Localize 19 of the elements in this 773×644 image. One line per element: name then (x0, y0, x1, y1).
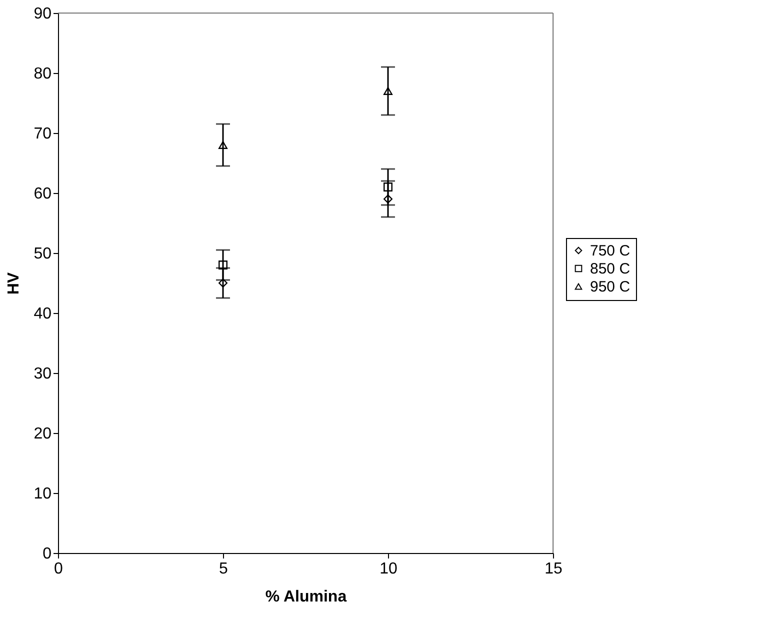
x-tick-label: 15 (544, 560, 562, 578)
x-tick-label: 5 (219, 560, 228, 578)
x-tick-label: 0 (54, 560, 64, 578)
y-tick-label: 70 (34, 126, 52, 142)
legend-label: 950 C (590, 278, 630, 296)
y-tick-label: 0 (42, 546, 52, 562)
x-axis-title: % Alumina (265, 588, 347, 606)
x-tick-label: 10 (380, 560, 398, 578)
y-tick-label: 40 (34, 306, 52, 322)
y-tick-label: 10 (34, 486, 52, 502)
y-tick-label: 20 (34, 426, 52, 442)
y-tick-label: 50 (34, 246, 52, 262)
y-tick-label: 30 (34, 366, 52, 382)
y-tick-label: 80 (34, 66, 52, 82)
legend-label: 850 C (590, 260, 630, 278)
legend-label: 750 C (590, 242, 630, 260)
y-axis-title: HV (6, 272, 23, 295)
y-tick-label: 90 (34, 6, 52, 22)
y-tick-label: 60 (34, 186, 52, 202)
